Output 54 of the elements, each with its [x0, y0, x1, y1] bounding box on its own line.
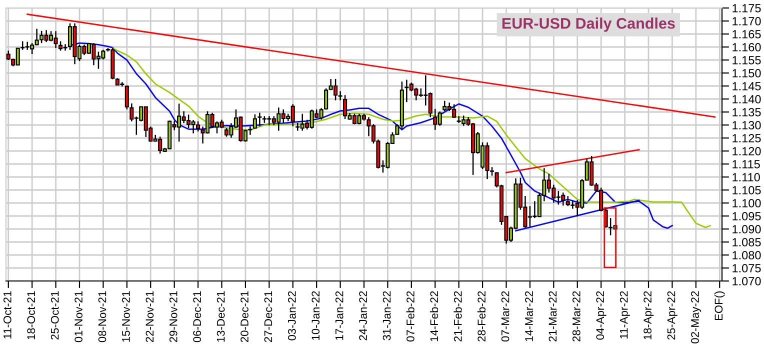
x-tick-label: EOF() [714, 291, 725, 320]
y-tick-label: 1.135 [732, 108, 761, 116]
x-tick-label: 25-Oct-21 [50, 291, 59, 340]
y-tick-label: 1.105 [732, 186, 761, 194]
y-tick-label: 1.115 [732, 160, 760, 168]
y-tick-label: 1.125 [732, 134, 761, 142]
x-tick-label: 22-Nov-21 [146, 291, 154, 342]
y-tick-label: 1.175 [732, 4, 761, 12]
y-tick-label: 1.140 [732, 95, 761, 104]
x-tick-label: 21-Mar-22 [548, 291, 557, 342]
text: EUR-USD Daily Candles [502, 18, 675, 32]
y-tick-label: 1.070 [732, 277, 761, 286]
x-tick-label: 07-Mar-22 [501, 291, 510, 342]
y-tick-label: 1.080 [732, 251, 761, 260]
x-tick-label: 24-Jan-22 [359, 291, 367, 340]
y-tick-label: 1.075 [732, 264, 761, 272]
x-tick-label: 17-Jan-22 [335, 291, 344, 340]
y-tick-label: 1.110 [732, 173, 760, 182]
y-tick-label: 1.130 [732, 121, 761, 130]
x-tick-label: 18-Oct-21 [27, 291, 36, 340]
x-tick-label: 28-Mar-22 [572, 291, 580, 342]
x-tick-label: 11-Apr-22 [620, 291, 630, 338]
x-tick-label: 14-Mar-22 [525, 291, 533, 342]
x-tick-label: 18-Apr-22 [644, 291, 654, 340]
y-tick-label: 1.145 [732, 82, 761, 90]
y-tick-label: 1.155 [732, 56, 761, 64]
x-tick-label: 21-Feb-22 [454, 291, 462, 342]
x-tick-label: 20-Dec-21 [240, 291, 248, 342]
y-tick-label: 1.120 [732, 147, 761, 156]
y-tick-label: 1.170 [732, 17, 761, 26]
x-tick-label: 27-Dec-21 [264, 291, 272, 342]
y-tick-label: 1.160 [732, 43, 761, 52]
x-tick-label: 01-Nov-21 [74, 291, 82, 342]
y-tick-label: 1.165 [732, 30, 761, 38]
x-tick-label: 10-Jan-22 [312, 291, 320, 340]
x-tick-label: 07-Feb-22 [406, 291, 414, 342]
x-tick-label: 31-Jan-22 [382, 291, 391, 340]
y-tick-label: 1.085 [732, 238, 761, 246]
x-tick-label: 02-May-22 [691, 291, 702, 344]
x-tick-label: 14-Feb-22 [430, 291, 438, 342]
x-tick-label: 08-Nov-21 [98, 291, 106, 342]
x-tick-label: 29-Nov-21 [169, 291, 178, 342]
y-tick-label: 1.090 [732, 225, 761, 234]
y-tick-label: 1.100 [732, 199, 761, 208]
x-tick-label: 28-Feb-22 [477, 291, 486, 342]
x-tick-label: 15-Nov-21 [122, 291, 130, 342]
x-tick-label: 13-Dec-21 [216, 291, 225, 342]
x-tick-label: 06-Dec-21 [193, 291, 202, 342]
x-tick-label: 25-Apr-22 [667, 291, 678, 340]
x-tick-label: 03-Jan-22 [288, 291, 296, 340]
x-tick-label: 11-Oct-21 [3, 291, 12, 338]
x-tick-label: 04-Apr-22 [596, 291, 606, 340]
y-tick-label: 1.095 [732, 212, 761, 220]
y-tick-label: 1.150 [732, 69, 761, 78]
